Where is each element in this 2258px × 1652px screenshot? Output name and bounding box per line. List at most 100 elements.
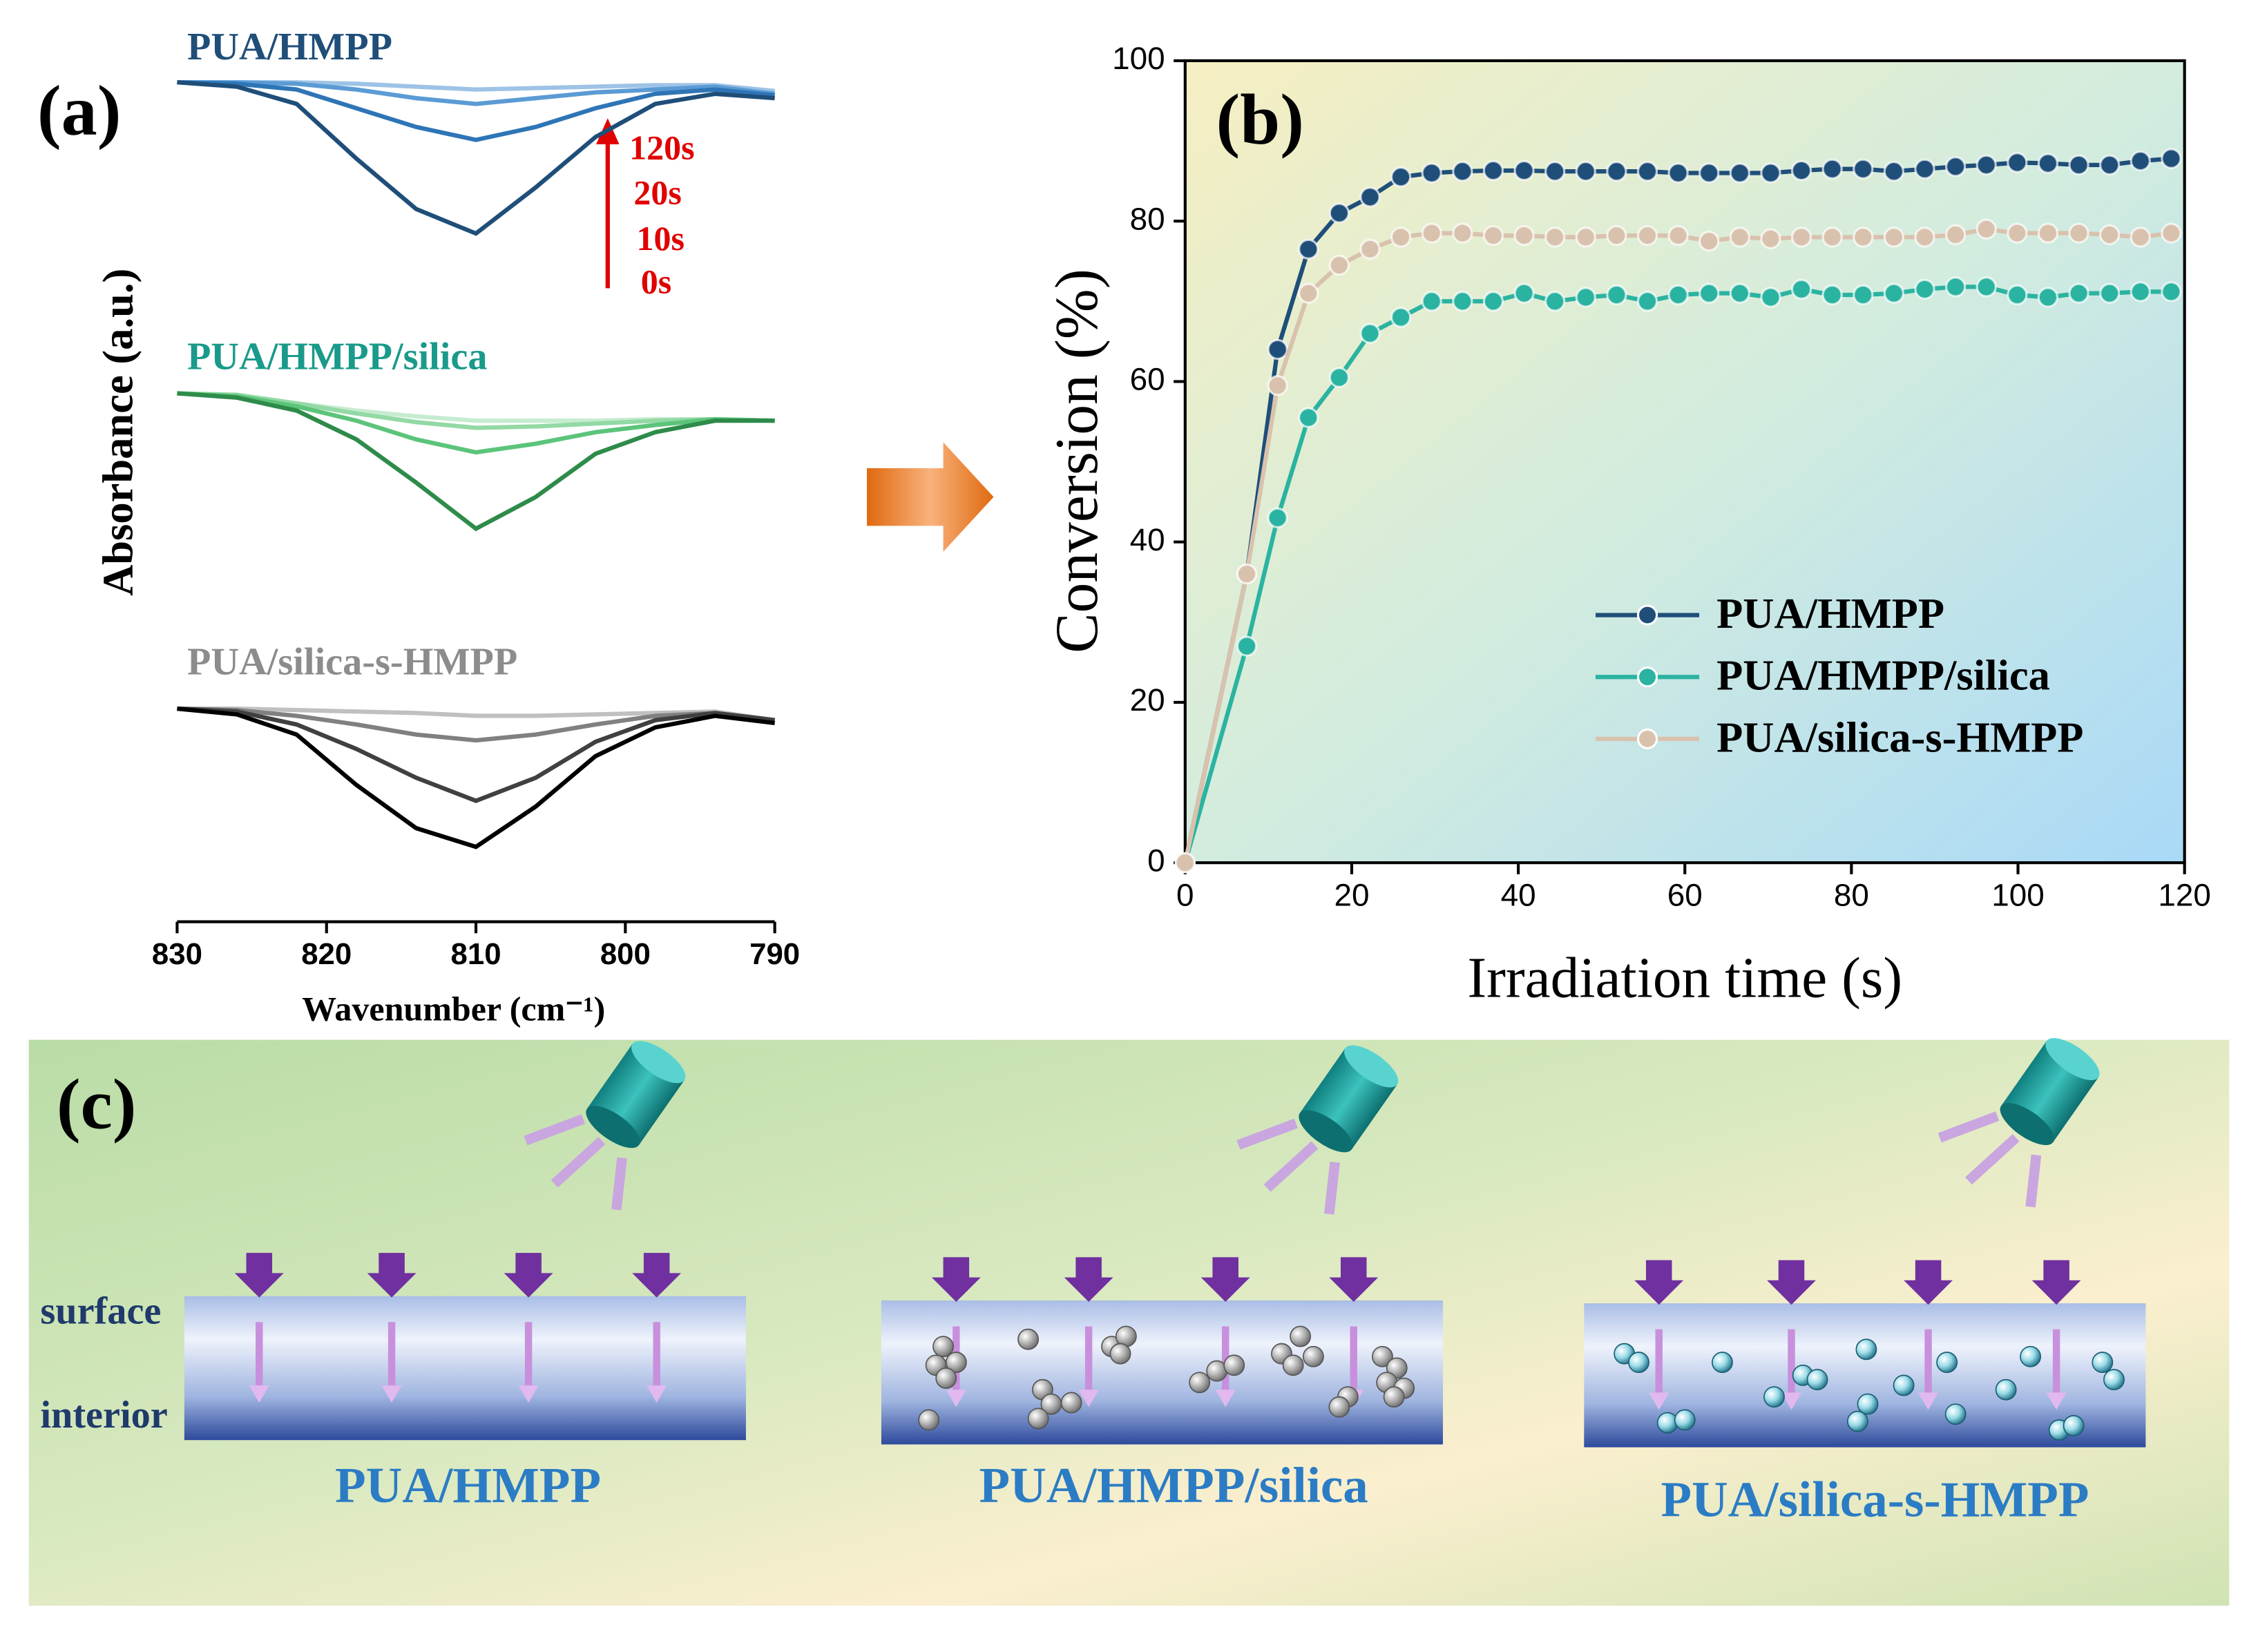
data-point bbox=[1975, 154, 1997, 175]
light-ray bbox=[2025, 1154, 2042, 1208]
light-arrow bbox=[1200, 1257, 1250, 1303]
series-line bbox=[177, 80, 775, 142]
data-point bbox=[1821, 284, 1843, 306]
data-point bbox=[1328, 202, 1350, 224]
y-axis-label: Conversion (%) bbox=[1043, 269, 1110, 653]
data-point bbox=[1236, 635, 1258, 657]
x-tick-label: 810 bbox=[451, 937, 501, 971]
particle bbox=[1302, 1345, 1324, 1367]
data-point bbox=[1482, 160, 1504, 182]
time-label: 20s bbox=[633, 173, 681, 211]
light-arrow bbox=[1904, 1260, 1953, 1305]
data-point bbox=[1699, 231, 1720, 252]
particle bbox=[935, 1367, 957, 1389]
light-arrow bbox=[1767, 1260, 1816, 1305]
data-point bbox=[1267, 375, 1288, 396]
particle bbox=[1995, 1379, 2017, 1401]
particle bbox=[1372, 1345, 1393, 1367]
data-point bbox=[2007, 284, 2028, 306]
data-point bbox=[1914, 158, 1935, 180]
light-ray bbox=[1263, 1141, 1319, 1192]
sample-label: PUA/HMPP/silica bbox=[979, 1457, 1368, 1513]
data-point bbox=[1359, 186, 1381, 208]
light-arrow bbox=[234, 1253, 284, 1298]
plot-area bbox=[1183, 59, 2186, 865]
data-point bbox=[1267, 338, 1288, 361]
light-arrow bbox=[504, 1253, 553, 1298]
data-point bbox=[1636, 291, 1658, 312]
data-point bbox=[1699, 162, 1720, 184]
series-line bbox=[177, 391, 775, 455]
data-point bbox=[1174, 852, 1196, 874]
data-point bbox=[1421, 222, 1442, 244]
y-tick-label: 80 bbox=[1130, 200, 1165, 236]
particle bbox=[1060, 1392, 1082, 1414]
data-point bbox=[1513, 282, 1535, 304]
data-point bbox=[1390, 227, 1412, 248]
particle bbox=[1282, 1354, 1304, 1376]
data-point bbox=[1853, 284, 1874, 306]
x-tick-label: 80 bbox=[1834, 876, 1869, 912]
data-point bbox=[1575, 161, 1596, 182]
x-axis-label: Irradiation time (s) bbox=[1467, 946, 1902, 1010]
group-label: PUA/silica-s-HMPP bbox=[187, 640, 517, 683]
data-point bbox=[1421, 291, 1442, 312]
lamp-bottom bbox=[1299, 1110, 1353, 1153]
time-label: 120s bbox=[629, 128, 695, 167]
data-point bbox=[2037, 153, 2059, 174]
y-tick-label: 0 bbox=[1147, 842, 1165, 878]
particle bbox=[2020, 1345, 2042, 1367]
data-point bbox=[1359, 238, 1381, 260]
data-point bbox=[1482, 224, 1504, 247]
data-point bbox=[1513, 224, 1535, 247]
data-point bbox=[1790, 160, 1812, 182]
data-point bbox=[1452, 222, 1473, 244]
sample-label: PUA/HMPP bbox=[335, 1457, 601, 1513]
particle bbox=[1189, 1372, 1211, 1394]
data-point bbox=[1606, 161, 1627, 182]
legend-marker bbox=[1636, 728, 1658, 749]
data-point bbox=[2161, 222, 2182, 244]
particle bbox=[1223, 1354, 1245, 1376]
lamp-top bbox=[1344, 1045, 1399, 1088]
data-point bbox=[2068, 222, 2089, 244]
data-point bbox=[1944, 224, 1967, 246]
data-point bbox=[1760, 162, 1781, 184]
series-line bbox=[177, 80, 775, 236]
data-point bbox=[1636, 224, 1658, 247]
penetration-head bbox=[1078, 1390, 1099, 1408]
time-label: 10s bbox=[636, 219, 684, 258]
x-tick-label: 60 bbox=[1667, 876, 1703, 912]
data-point bbox=[1883, 161, 1904, 182]
data-point bbox=[1667, 224, 1689, 247]
light-arrow bbox=[1634, 1260, 1684, 1305]
light-arrow bbox=[1064, 1257, 1113, 1303]
light-arrow bbox=[1329, 1257, 1379, 1303]
data-point bbox=[1390, 307, 1412, 328]
data-point bbox=[1544, 227, 1566, 248]
particle bbox=[1383, 1386, 1405, 1408]
data-point bbox=[1298, 407, 1319, 428]
series-line bbox=[177, 391, 775, 430]
data-point bbox=[1328, 367, 1350, 388]
particle bbox=[1857, 1393, 1879, 1415]
process-arrow bbox=[867, 442, 994, 552]
x-tick-label: 830 bbox=[152, 937, 202, 971]
y-tick-label: 20 bbox=[1130, 682, 1165, 718]
lamp-top bbox=[2045, 1038, 2100, 1081]
penetration-head bbox=[249, 1385, 269, 1403]
particle bbox=[918, 1409, 940, 1431]
penetration-head bbox=[518, 1385, 539, 1403]
data-point bbox=[1606, 284, 1627, 306]
data-point bbox=[1298, 282, 1319, 304]
data-point bbox=[2037, 287, 2059, 308]
data-point bbox=[1298, 238, 1319, 260]
time-label: 0s bbox=[641, 262, 671, 301]
particle bbox=[1846, 1410, 1868, 1432]
data-point bbox=[1699, 282, 1720, 304]
interior-label: interior bbox=[40, 1394, 167, 1437]
particle bbox=[1893, 1374, 1915, 1396]
penetration-head bbox=[1781, 1392, 1802, 1410]
data-point bbox=[2130, 281, 2151, 302]
data-point bbox=[1667, 284, 1689, 306]
